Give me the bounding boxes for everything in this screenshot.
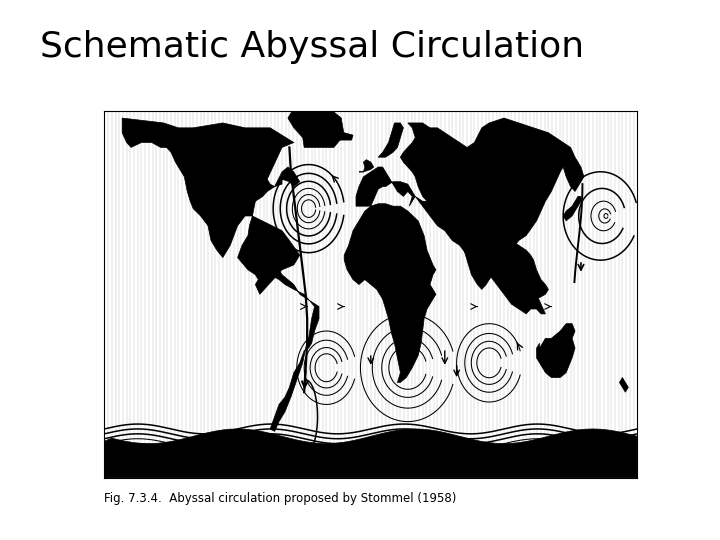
Text: Schematic Abyssal Circulation: Schematic Abyssal Circulation <box>40 30 584 64</box>
Polygon shape <box>378 123 403 157</box>
Polygon shape <box>356 167 415 206</box>
Polygon shape <box>519 280 546 314</box>
Polygon shape <box>400 118 584 314</box>
Polygon shape <box>104 429 637 478</box>
Polygon shape <box>344 204 436 382</box>
Polygon shape <box>256 265 319 431</box>
Polygon shape <box>462 235 489 289</box>
Polygon shape <box>334 133 353 140</box>
Polygon shape <box>563 197 581 221</box>
Polygon shape <box>288 103 344 147</box>
Polygon shape <box>122 118 300 294</box>
Text: Fig. 7.3.4.  Abyssal circulation proposed by Stommel (1958): Fig. 7.3.4. Abyssal circulation proposed… <box>104 492 456 505</box>
Polygon shape <box>359 160 374 172</box>
Polygon shape <box>619 377 629 392</box>
Polygon shape <box>536 323 575 377</box>
